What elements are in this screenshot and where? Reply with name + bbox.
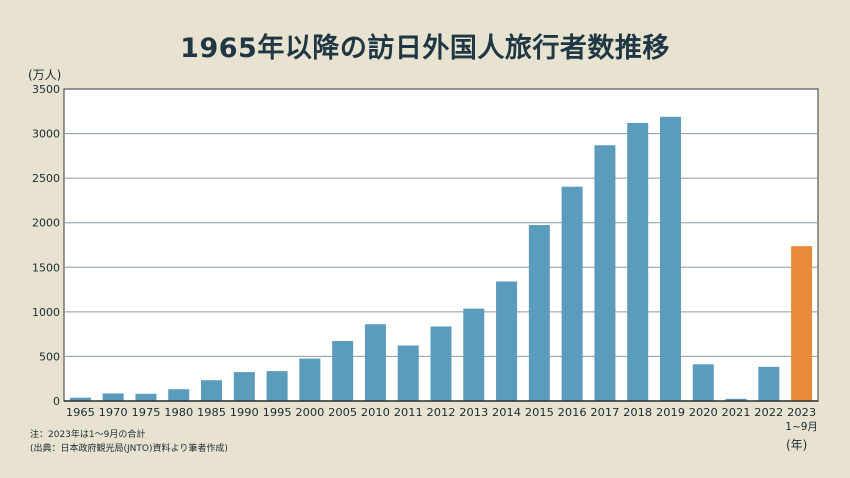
bar-2016 bbox=[561, 186, 583, 401]
bar-1995 bbox=[266, 371, 288, 401]
bar-2019 bbox=[659, 116, 681, 402]
y-tick-label: 2500 bbox=[32, 172, 60, 185]
bar-2005 bbox=[332, 341, 354, 401]
bar-2012 bbox=[430, 326, 452, 401]
x-tick-label: 1965 bbox=[66, 407, 95, 419]
bar-2023 bbox=[791, 246, 813, 401]
y-tick-label: 1000 bbox=[32, 306, 60, 319]
x-tick-sublabel: 1~9月 bbox=[785, 421, 818, 433]
bar-2021 bbox=[725, 398, 747, 401]
bar-1980 bbox=[168, 389, 190, 401]
bar-1970 bbox=[102, 393, 124, 401]
x-tick-label: 2018 bbox=[623, 407, 652, 419]
x-axis-unit-label: (年) bbox=[786, 438, 808, 452]
x-tick-label: 2010 bbox=[361, 407, 390, 419]
y-tick-label: 3000 bbox=[32, 128, 60, 141]
x-tick-label: 1975 bbox=[131, 407, 160, 419]
bar-2015 bbox=[528, 225, 550, 401]
bar-1990 bbox=[233, 372, 255, 401]
x-tick-label: 2015 bbox=[525, 407, 554, 419]
x-tick-label: 2011 bbox=[394, 407, 423, 419]
x-tick-label: 1980 bbox=[164, 407, 193, 419]
y-tick-label: 2000 bbox=[32, 217, 60, 230]
x-tick-label: 1985 bbox=[197, 407, 226, 419]
x-tick-label: 2022 bbox=[754, 407, 783, 419]
bar-2010 bbox=[364, 324, 386, 401]
y-tick-label: 3500 bbox=[32, 83, 60, 96]
bar-2020 bbox=[692, 364, 714, 401]
x-tick-label: 2000 bbox=[295, 407, 324, 419]
bar-2017 bbox=[594, 145, 616, 401]
bar-1965 bbox=[69, 397, 91, 401]
bar-2014 bbox=[496, 281, 518, 401]
y-tick-label: 1500 bbox=[32, 261, 60, 274]
x-tick-label: 2021 bbox=[722, 407, 751, 419]
x-tick-label: 2016 bbox=[558, 407, 587, 419]
x-tick-label: 1970 bbox=[99, 407, 128, 419]
x-tick-label: 2023 bbox=[787, 407, 816, 419]
x-tick-label: 2020 bbox=[689, 407, 718, 419]
x-tick-label: 2017 bbox=[590, 407, 619, 419]
x-tick-label: 2013 bbox=[459, 407, 488, 419]
bar-1975 bbox=[135, 393, 157, 401]
x-tick-label: 1990 bbox=[230, 407, 259, 419]
chart-note: 注：2023年は1～9月の合計 bbox=[30, 430, 146, 440]
chart-title: 1965年以降の訪日外国人旅行者数推移 bbox=[180, 33, 670, 64]
bar-2018 bbox=[627, 122, 649, 401]
bar-2013 bbox=[463, 308, 485, 401]
x-tick-label: 2014 bbox=[492, 407, 521, 419]
x-tick-label: 2019 bbox=[656, 407, 685, 419]
chart-source: (出典：日本政府観光局(JNTO)資料より筆者作成) bbox=[30, 444, 228, 454]
bar-1985 bbox=[201, 380, 223, 401]
y-tick-label: 0 bbox=[53, 395, 60, 408]
y-axis-unit-label: (万人) bbox=[28, 68, 62, 82]
bar-2000 bbox=[299, 358, 321, 401]
y-tick-label: 500 bbox=[39, 350, 60, 363]
bar-2011 bbox=[397, 345, 419, 401]
bar-2022 bbox=[758, 366, 780, 401]
x-tick-label: 2005 bbox=[328, 407, 357, 419]
x-tick-label: 1995 bbox=[263, 407, 292, 419]
x-tick-label: 2012 bbox=[427, 407, 456, 419]
